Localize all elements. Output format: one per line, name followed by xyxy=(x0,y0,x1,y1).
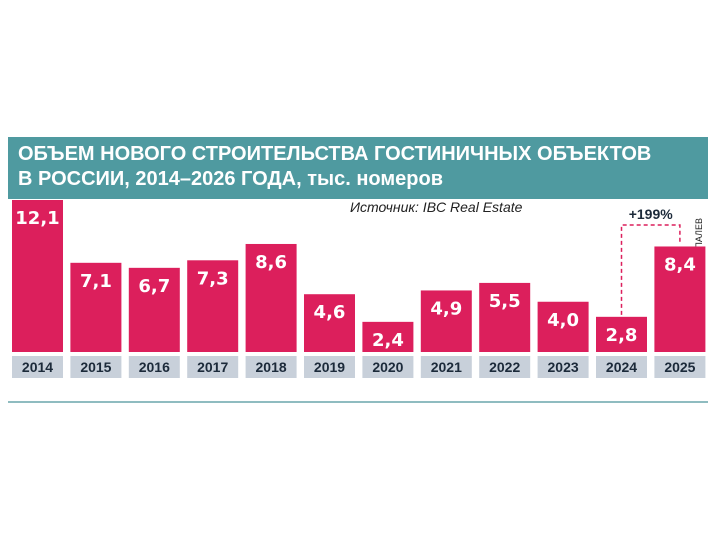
year-strip-2017 xyxy=(187,356,239,378)
bar-2020 xyxy=(362,321,414,352)
bar-2016 xyxy=(128,267,180,352)
year-strip-2019 xyxy=(304,356,355,378)
year-strip-2015 xyxy=(70,356,122,378)
year-strip-2021 xyxy=(420,356,472,378)
bar-2022 xyxy=(479,282,531,352)
bar-2024 xyxy=(596,316,647,352)
value-label-2015: 7,1 xyxy=(80,271,112,292)
year-label-2014: 2014 xyxy=(22,359,53,375)
bar-2019 xyxy=(304,294,355,352)
year-strip-2022 xyxy=(479,356,531,378)
year-strip-2025 xyxy=(654,356,706,378)
source-note: Источник: IBC Real Estate xyxy=(350,199,523,215)
bottom-divider xyxy=(8,401,708,403)
value-label-2022: 5,5 xyxy=(489,291,521,312)
title-banner: ОБЪЕМ НОВОГО СТРОИТЕЛЬСТВА ГОСТИНИЧНЫХ О… xyxy=(8,137,708,199)
bar-2021 xyxy=(420,290,472,352)
bar-2018 xyxy=(245,243,297,352)
value-label-2016: 6,7 xyxy=(138,276,170,297)
year-label-2024: 2024 xyxy=(606,359,637,375)
year-strip-2014 xyxy=(12,356,63,378)
chart-title-line-2: В РОССИИ, 2014–2026 ГОДА, тыс. номеров xyxy=(18,168,444,190)
bar-2014 xyxy=(12,200,63,352)
bar-chart: 2014 12,1 2015 7,1 2016 6,7 2017 7,3 2018 8,6 2019… xyxy=(12,200,706,378)
value-label-2020: 2,4 xyxy=(372,330,404,351)
year-label-2023: 2023 xyxy=(548,359,579,375)
bar-2017 xyxy=(187,260,239,352)
value-label-2018: 8,6 xyxy=(255,252,287,273)
bar-2023 xyxy=(537,301,589,352)
growth-annotation: +199% xyxy=(629,206,674,222)
year-strip-2023 xyxy=(537,356,589,378)
growth-bracket xyxy=(620,224,681,315)
bar-2025 xyxy=(654,246,706,352)
value-label-2014: 12,1 xyxy=(15,208,59,229)
year-label-2019: 2019 xyxy=(314,359,345,375)
year-strip-2016 xyxy=(128,356,180,378)
value-label-2021: 4,9 xyxy=(430,298,462,319)
chart-title-line-1: ОБЪЕМ НОВОГО СТРОИТЕЛЬСТВА ГОСТИНИЧНЫХ О… xyxy=(18,143,652,165)
year-label-2021: 2021 xyxy=(431,359,462,375)
year-label-2016: 2016 xyxy=(139,359,170,375)
year-label-2022: 2022 xyxy=(489,359,520,375)
value-label-2019: 4,6 xyxy=(314,302,346,323)
value-label-2024: 2,8 xyxy=(606,325,638,346)
year-label-2018: 2018 xyxy=(256,359,287,375)
year-strip-2018 xyxy=(245,356,297,378)
value-label-2023: 4,0 xyxy=(547,310,579,331)
bar-2015 xyxy=(70,262,122,352)
year-strip-2024 xyxy=(596,356,647,378)
year-label-2017: 2017 xyxy=(197,359,228,375)
year-label-2025: 2025 xyxy=(664,359,695,375)
year-strip-2020 xyxy=(362,356,414,378)
value-label-2017: 7,3 xyxy=(197,268,229,289)
value-label-2025: 8,4 xyxy=(664,254,696,275)
year-label-2015: 2015 xyxy=(80,359,111,375)
year-label-2020: 2020 xyxy=(372,359,403,375)
